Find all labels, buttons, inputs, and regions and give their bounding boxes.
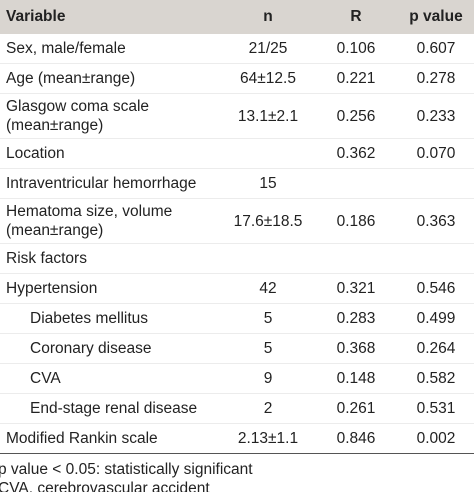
table-row: Modified Rankin scale 2.13±1.1 0.846 0.002 xyxy=(0,423,474,454)
cell: 0.321 xyxy=(314,273,398,304)
cell: 0.531 xyxy=(398,393,474,424)
table-row: Hematoma size, volume (mean±range) 17.6±1… xyxy=(0,198,474,244)
cell: 0.106 xyxy=(314,34,398,64)
cell: 17.6±18.5 xyxy=(222,198,314,244)
header-cell: p value xyxy=(398,0,474,34)
cell: 0.582 xyxy=(398,363,474,394)
row-label: Risk factors xyxy=(0,243,222,274)
row-label: Location xyxy=(0,138,222,169)
row-label: Glasgow coma scale (mean±range) xyxy=(0,93,222,139)
table-row: Risk factors xyxy=(0,243,474,274)
cell: 5 xyxy=(222,333,314,364)
table-row: End-stage renal disease 2 0.261 0.531 xyxy=(0,393,474,424)
footnote: p value < 0.05: statistically significan… xyxy=(0,461,253,478)
cell: 0.233 xyxy=(398,93,474,139)
cell: 0.070 xyxy=(398,138,474,169)
table-row: Hypertension 42 0.321 0.546 xyxy=(0,273,474,304)
cell xyxy=(398,168,474,199)
row-label: Intraventricular hemorrhage xyxy=(0,168,222,199)
footnote: CVA, cerebrovascular accident xyxy=(0,480,210,492)
cell: 0.363 xyxy=(398,198,474,244)
cell: 42 xyxy=(222,273,314,304)
row-label: Modified Rankin scale xyxy=(0,423,222,454)
cell: 2.13±1.1 xyxy=(222,423,314,454)
cell: 0.148 xyxy=(314,363,398,394)
header-cell: Variable xyxy=(0,0,222,34)
cell: 0.278 xyxy=(398,63,474,94)
cell: 2 xyxy=(222,393,314,424)
table-row: Coronary disease 5 0.368 0.264 xyxy=(0,333,474,364)
cell: 0.283 xyxy=(314,303,398,334)
cell xyxy=(222,138,314,169)
table-row: Diabetes mellitus 5 0.283 0.499 xyxy=(0,303,474,334)
table-row: CVA 9 0.148 0.582 xyxy=(0,363,474,394)
table-row: Sex, male/female 21/25 0.106 0.607 xyxy=(0,34,474,64)
header-cell: n xyxy=(222,0,314,34)
cell: 5 xyxy=(222,303,314,334)
row-label: Hematoma size, volume (mean±range) xyxy=(0,198,222,244)
row-label: Coronary disease xyxy=(0,333,222,364)
row-label: Age (mean±range) xyxy=(0,63,222,94)
row-label: Diabetes mellitus xyxy=(0,303,222,334)
table-row: Glasgow coma scale (mean±range) 13.1±2.1 0… xyxy=(0,93,474,139)
footnotes: p value < 0.05: statistically significan… xyxy=(0,460,474,492)
cell: 0.499 xyxy=(398,303,474,334)
table-row: Intraventricular hemorrhage 15 xyxy=(0,168,474,199)
cell: 0.362 xyxy=(314,138,398,169)
row-label: Hypertension xyxy=(0,273,222,304)
cell: 0.546 xyxy=(398,273,474,304)
cell: 0.368 xyxy=(314,333,398,364)
cell xyxy=(398,243,474,274)
cell: 21/25 xyxy=(222,34,314,64)
row-label: CVA xyxy=(0,363,222,394)
cell: 64±12.5 xyxy=(222,63,314,94)
row-label: Sex, male/female xyxy=(0,34,222,64)
cell: 0.002 xyxy=(398,423,474,454)
cell: 9 xyxy=(222,363,314,394)
cell: 0.256 xyxy=(314,93,398,139)
cell: 0.221 xyxy=(314,63,398,94)
table-row: Location 0.362 0.070 xyxy=(0,138,474,169)
cell: 0.607 xyxy=(398,34,474,64)
cell: 13.1±2.1 xyxy=(222,93,314,139)
cell xyxy=(314,168,398,199)
table-row: Age (mean±range) 64±12.5 0.221 0.278 xyxy=(0,63,474,94)
cell: 0.186 xyxy=(314,198,398,244)
cell: 0.264 xyxy=(398,333,474,364)
header-cell: R xyxy=(314,0,398,34)
cell xyxy=(314,243,398,274)
cell: 0.846 xyxy=(314,423,398,454)
cell xyxy=(222,243,314,274)
cell: 0.261 xyxy=(314,393,398,424)
cell: 15 xyxy=(222,168,314,199)
row-label: End-stage renal disease xyxy=(0,393,222,424)
